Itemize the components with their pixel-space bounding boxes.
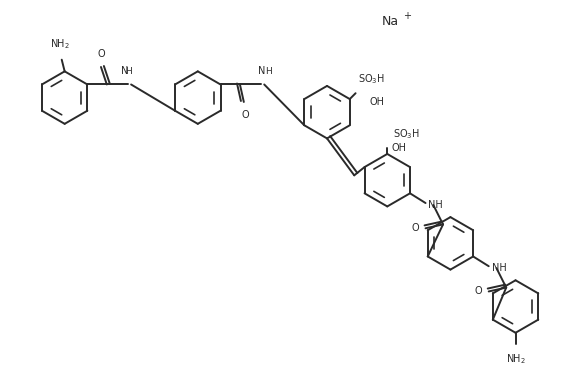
Text: O: O [474, 286, 482, 296]
Text: +: + [403, 11, 411, 21]
Text: O: O [97, 49, 105, 59]
Text: NH$_2$: NH$_2$ [505, 352, 525, 366]
Text: NH: NH [492, 263, 507, 273]
Text: N: N [258, 66, 265, 76]
Text: O: O [242, 110, 249, 120]
Text: NH: NH [429, 200, 443, 210]
Text: N: N [120, 66, 128, 76]
Text: OH: OH [369, 97, 384, 107]
Text: H: H [265, 67, 272, 76]
Text: NH$_2$: NH$_2$ [50, 37, 70, 51]
Text: O: O [411, 223, 419, 233]
Text: SO$_3$H: SO$_3$H [357, 73, 384, 86]
Text: SO$_3$H: SO$_3$H [393, 128, 420, 141]
Text: Na: Na [382, 15, 399, 28]
Text: OH: OH [391, 143, 406, 153]
Text: H: H [125, 67, 131, 76]
